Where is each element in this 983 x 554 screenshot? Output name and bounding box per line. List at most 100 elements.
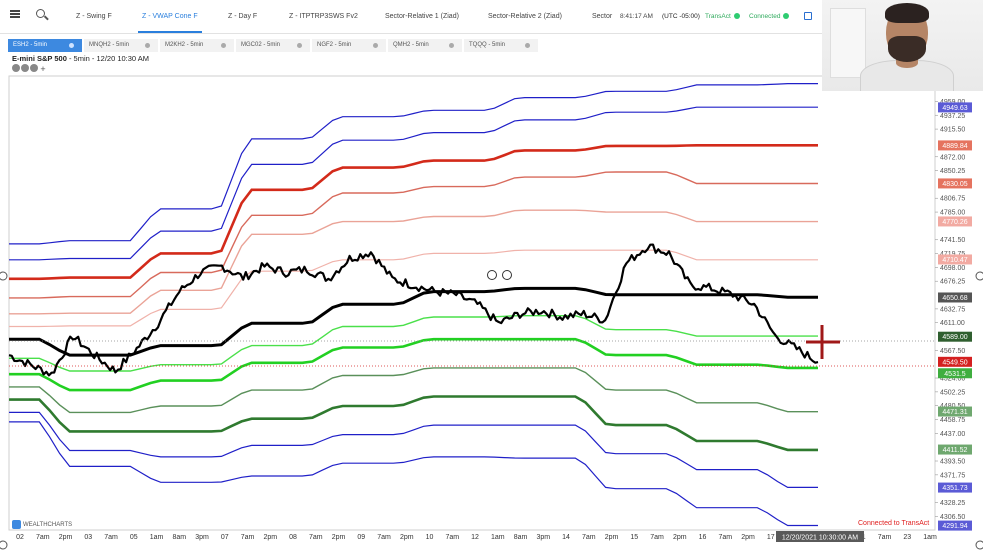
crosshair-time-label: [776, 531, 864, 542]
price-label-box: [938, 216, 972, 227]
symbol-tab-qmh2[interactable]: QMH2 - 5min: [388, 39, 462, 52]
zoom-out-icon[interactable]: [12, 64, 20, 72]
tab-sector-relative-1[interactable]: Sector-Relative 1 (Ziad): [385, 13, 459, 20]
x-tick-label: 05: [130, 534, 138, 541]
symbol-tab-mgc02[interactable]: MGC02 - 5min: [236, 39, 310, 52]
tab-sector-relative-2[interactable]: Sector-Relative 2 (Ziad): [488, 13, 562, 20]
wealthcharts-logo-icon: [12, 520, 21, 529]
resize-handle-bottom-right-icon[interactable]: [975, 540, 983, 550]
price-label-box: [938, 444, 972, 455]
y-tick-label: 4458.75: [940, 417, 965, 424]
x-tick-label: 7am: [241, 534, 255, 541]
tab-status-icon: [145, 43, 150, 48]
price-label: 4291.94: [942, 523, 967, 530]
price-label-box: [938, 140, 972, 151]
resize-handle-bottom-icon[interactable]: [0, 540, 8, 550]
symbol-tab-tqqq[interactable]: TQQQ - 5min: [464, 39, 538, 52]
tab-status-icon: [449, 43, 454, 48]
symbol-tab-mnqh2[interactable]: MNQH2 - 5min: [84, 39, 158, 52]
save-icon[interactable]: [804, 12, 812, 20]
x-tick-label: 7am: [650, 534, 664, 541]
price-label-box: [938, 254, 972, 265]
price-label: 4710.47: [942, 257, 967, 264]
search-icon[interactable]: [36, 9, 45, 18]
resize-handle-right-icon[interactable]: [975, 271, 983, 281]
symbol-tab-ngf2[interactable]: NGF2 - 5min: [312, 39, 386, 52]
x-tick-label: 2pm: [59, 534, 73, 541]
vwap-band-line: [9, 171, 818, 299]
add-indicator-icon[interactable]: +: [40, 64, 46, 74]
settings-icon[interactable]: [21, 64, 29, 72]
symbol-tab-m2kh2[interactable]: M2KH2 - 5min: [160, 39, 234, 52]
x-tick-label: 02: [16, 534, 24, 541]
crosshair-time-text: 12/20/2021 10:30:00 AM: [782, 535, 858, 542]
vwap-band-line: [9, 286, 818, 357]
tab-itptrp[interactable]: Z - ITPTRP3SWS Fv2: [289, 13, 358, 20]
price-label: 4650.68: [942, 295, 967, 302]
timezone: (UTC -05:00): [662, 13, 700, 20]
x-tick-label: 8am: [172, 534, 186, 541]
clock: 8:41:17 AM: [620, 13, 653, 20]
connection-status-icon: [783, 13, 790, 20]
tab-vwap-cone[interactable]: Z - VWAP Cone F: [138, 0, 202, 33]
tab-status-icon: [69, 43, 74, 48]
instrument-name: E-mini S&P 500: [12, 54, 67, 63]
price-label: 4589.00: [942, 334, 967, 341]
price-label: 4889.84: [942, 143, 967, 150]
x-tick-label: 15: [630, 534, 638, 541]
close-icon[interactable]: [30, 64, 38, 72]
x-tick-label: 08: [289, 534, 297, 541]
x-tick-label: 23: [903, 534, 911, 541]
connection-text: Connected: [749, 13, 781, 20]
y-tick-label: 4371.75: [940, 472, 965, 479]
x-tick-label: 7am: [104, 534, 118, 541]
drawing-handle-icon[interactable]: [487, 270, 497, 280]
tab-day[interactable]: Z - Day F: [228, 13, 258, 20]
symbol-tab-label: NGF2 - 5min: [317, 42, 352, 48]
vwap-band-line: [9, 395, 818, 452]
price-label: 4411.52: [943, 447, 968, 454]
connection-status: Connected: [749, 0, 790, 33]
tab-status-icon: [297, 43, 302, 48]
tab-status-icon: [373, 43, 378, 48]
y-tick-label: 4676.25: [940, 279, 965, 286]
menu-icon[interactable]: [10, 10, 20, 18]
symbol-tab-esh2[interactable]: ESH2 - 5min: [8, 39, 82, 52]
symbol-tab-label: ESH2 - 5min: [13, 42, 48, 48]
symbol-tab-label: TQQQ - 5min: [469, 42, 506, 48]
y-tick-label: 4937.25: [940, 113, 965, 120]
vwap-band-line: [9, 337, 818, 392]
y-tick-label: 4524.00: [940, 376, 965, 383]
price-label-box: [938, 482, 972, 493]
x-tick-label: 7am: [582, 534, 596, 541]
x-tick-label: 2pm: [741, 534, 755, 541]
price-label: 4549.50: [942, 359, 967, 366]
symbol-tab-label: MGC02 - 5min: [241, 42, 281, 48]
x-tick-label: 3pm: [536, 534, 550, 541]
x-tick-label: 7am: [718, 534, 732, 541]
price-label-box: [938, 331, 972, 342]
symbol-tab-label: M2KH2 - 5min: [165, 42, 204, 48]
background-window: [830, 8, 866, 78]
y-tick-label: 4872.00: [940, 154, 965, 161]
x-tick-label: 8am: [514, 534, 528, 541]
crosshair-marker[interactable]: [806, 325, 840, 359]
x-tick-label: 09: [357, 534, 365, 541]
price-label-box: [938, 292, 972, 303]
x-tick-label: 12: [471, 534, 479, 541]
drawing-handle-icon[interactable]: [502, 270, 512, 280]
presenter-hair: [885, 3, 929, 23]
y-tick-label: 4328.25: [940, 500, 965, 507]
price-label-box: [938, 406, 972, 417]
y-tick-label: 4632.75: [940, 306, 965, 313]
x-tick-label: 7am: [878, 534, 892, 541]
tab-swing[interactable]: Z - Swing F: [76, 13, 112, 20]
y-tick-label: 4915.50: [940, 127, 965, 134]
price-label-box: [938, 520, 972, 531]
chart-title: E-mini S&P 500 - 5min - 12/20 10:30 AM: [12, 54, 149, 63]
resize-handle-left-icon[interactable]: [0, 271, 8, 281]
price-line: [8, 243, 819, 377]
x-tick-label: 3pm: [195, 534, 209, 541]
tab-sector[interactable]: Sector: [592, 13, 613, 20]
